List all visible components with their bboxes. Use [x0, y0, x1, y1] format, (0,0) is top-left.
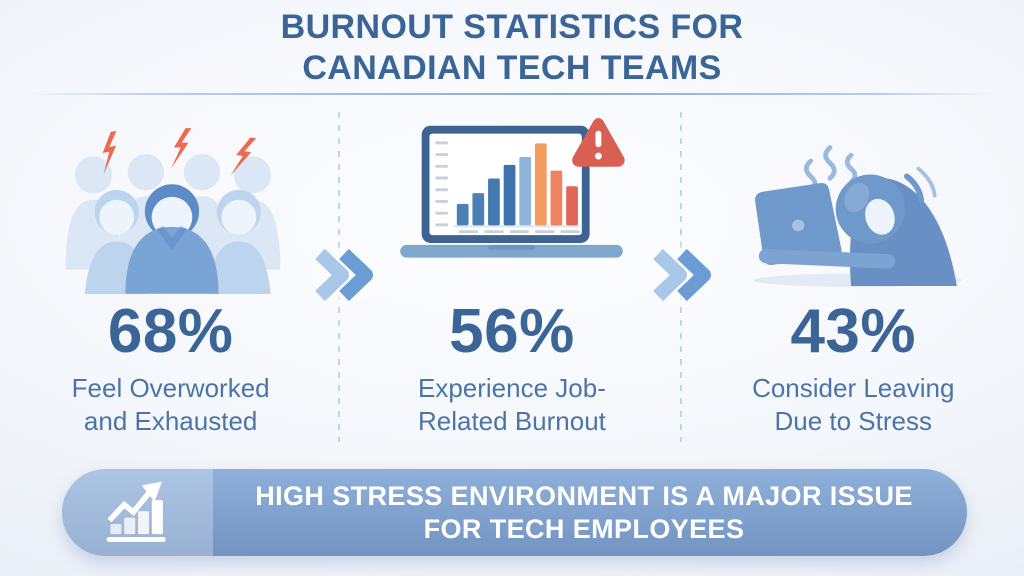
double-chevron-icon [653, 248, 711, 302]
stat-label-line-2: Related Burnout [417, 406, 606, 436]
double-chevron-icon [315, 248, 373, 302]
banner-icon-section [62, 469, 213, 556]
chart-x-labels [459, 230, 581, 234]
title-block: BURNOUT STATISTICS FOR CANADIAN TECH TEA… [0, 7, 1024, 89]
stat-label-line-2: and Exhausted [83, 406, 258, 436]
stat-label-line-2: Due to Stress [774, 406, 932, 436]
overworked-team-illustration [65, 128, 280, 294]
stat-label: Experience Job- Related Burnout [418, 372, 606, 438]
arrow-chevron-1 [308, 242, 380, 308]
stat-column-overworked: 68% Feel Overworked and Exhausted [0, 104, 341, 438]
laptop-chart-illustration [400, 117, 626, 258]
overworked-team-icon [45, 104, 297, 294]
conclusion-banner: HIGH STRESS ENVIRONMENT IS A MAJOR ISSUE… [62, 469, 967, 556]
stat-value: 43% [790, 297, 917, 366]
stressed-employee-icon [728, 104, 978, 294]
growth-chart-icon [106, 481, 166, 542]
stat-label-line-1: Feel Overworked [71, 373, 270, 403]
warning-triangle-icon [572, 117, 626, 167]
chart-axis-ticks [435, 141, 449, 227]
stat-label-line-1: Experience Job- [417, 373, 606, 403]
stat-column-burnout: 56% Experience Job- Related Burnout [341, 104, 682, 438]
stat-value: 56% [449, 297, 575, 366]
laptop-chart-bars [457, 143, 579, 226]
page-title-line-2: CANADIAN TECH TEAMS [302, 49, 722, 87]
stat-value: 68% [107, 297, 234, 366]
stat-label: Feel Overworked and Exhausted [72, 372, 270, 438]
stat-label: Consider Leaving Due to Stress [752, 372, 954, 438]
laptop-burnout-chart-icon [394, 104, 629, 294]
banner-text: HIGH STRESS ENVIRONMENT IS A MAJOR ISSUE… [213, 469, 955, 556]
stressed-employee-illustration [754, 145, 962, 287]
banner-line-2: FOR TECH EMPLOYEES [423, 513, 745, 544]
title-divider-line [28, 93, 996, 95]
stat-column-leaving: 43% Consider Leaving Due to Stress [683, 104, 1024, 438]
stats-row: 68% Feel Overworked and Exhausted [0, 104, 1024, 438]
arrow-chevron-2 [646, 242, 718, 308]
stat-label-line-1: Consider Leaving [752, 373, 955, 403]
banner-line-1: HIGH STRESS ENVIRONMENT IS A MAJOR ISSUE [255, 480, 913, 511]
page-title-line-1: BURNOUT STATISTICS FOR [280, 8, 744, 46]
